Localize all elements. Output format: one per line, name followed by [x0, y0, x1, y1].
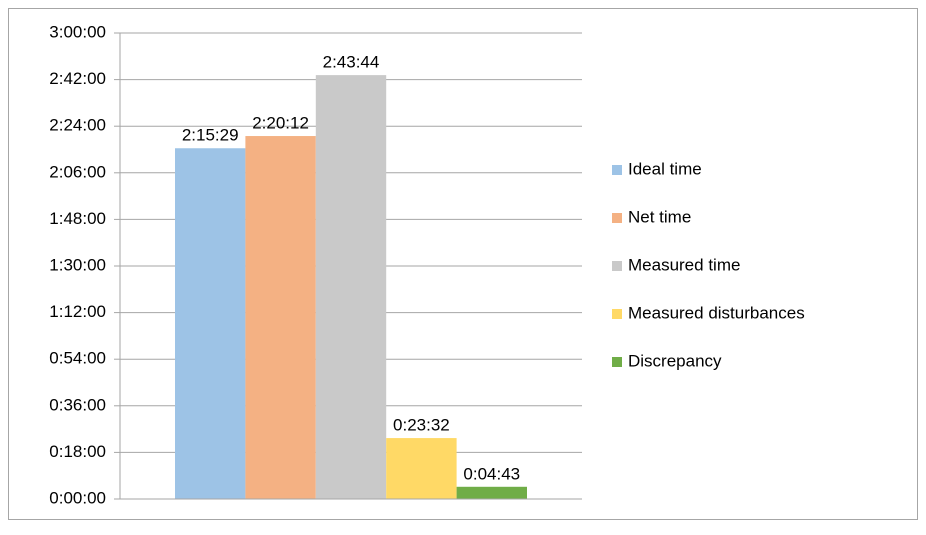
chart-border — [8, 8, 918, 520]
data-label: 0:04:43 — [463, 464, 520, 483]
data-label: 2:20:12 — [252, 114, 309, 133]
legend-swatch — [612, 357, 622, 367]
y-tick-label: 0:36:00 — [49, 395, 106, 414]
bar — [175, 148, 246, 499]
bar — [456, 486, 527, 499]
bar — [386, 438, 457, 499]
legend-swatch — [612, 213, 622, 223]
y-tick-label: 2:06:00 — [49, 162, 106, 181]
legend-label: Discrepancy — [628, 351, 722, 370]
legend-label: Measured time — [628, 255, 740, 274]
y-tick-label: 2:42:00 — [49, 69, 106, 88]
legend-swatch — [612, 165, 622, 175]
legend-swatch — [612, 309, 622, 319]
bar — [245, 136, 316, 499]
legend-label: Net time — [628, 207, 691, 226]
y-tick-label: 0:00:00 — [49, 488, 106, 507]
legend-label: Measured disturbances — [628, 303, 805, 322]
legend-swatch — [612, 261, 622, 271]
y-tick-label: 1:48:00 — [49, 209, 106, 228]
y-tick-label: 1:30:00 — [49, 255, 106, 274]
data-label: 0:23:32 — [393, 416, 450, 435]
y-tick-label: 0:54:00 — [49, 349, 106, 368]
bar — [315, 75, 387, 499]
y-tick-label: 1:12:00 — [49, 302, 106, 321]
y-tick-label: 3:00:00 — [49, 22, 106, 41]
legend-label: Ideal time — [628, 159, 702, 178]
y-tick-label: 0:18:00 — [49, 442, 106, 461]
data-label: 2:15:29 — [182, 126, 239, 145]
data-label: 2:43:44 — [323, 53, 380, 72]
y-tick-label: 2:24:00 — [49, 116, 106, 135]
